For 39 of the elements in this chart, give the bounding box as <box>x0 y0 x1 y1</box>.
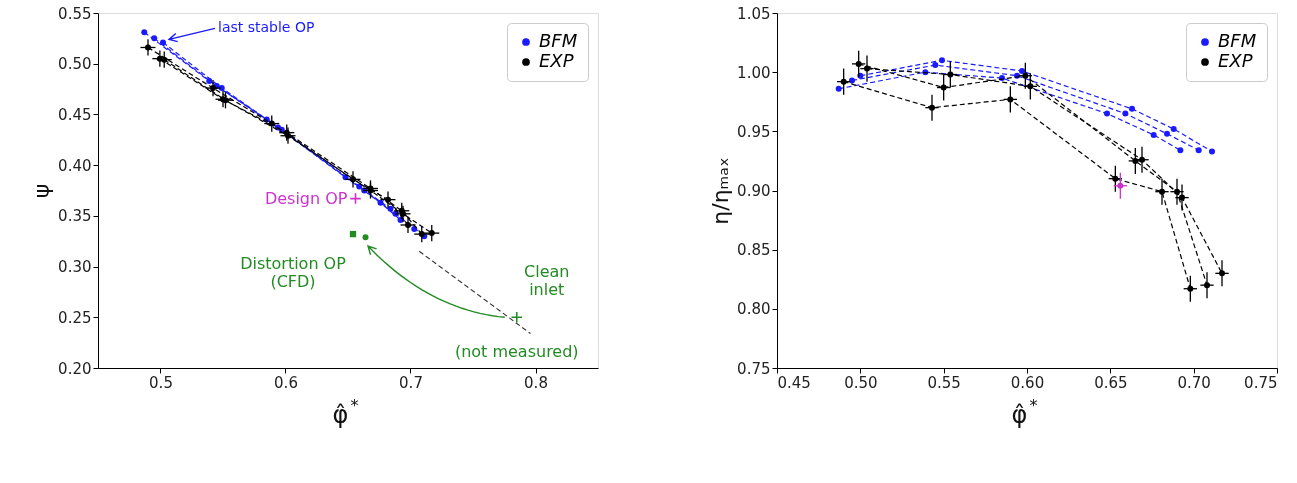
x-tick-label: 0.45 <box>777 373 811 392</box>
y-tick-label: 0.45 <box>58 105 92 124</box>
y-tick-label: 0.80 <box>737 300 771 319</box>
legend-label: BFM <box>1218 30 1257 51</box>
y-axis-title: η/ηₘₐₓ <box>708 157 734 225</box>
y-tick-label: 0.55 <box>58 4 92 23</box>
y-tick-label: 0.75 <box>737 359 771 378</box>
legend-label: BFM <box>539 30 578 51</box>
y-tick-label: 0.50 <box>58 55 92 74</box>
annotation: (not measured) <box>454 342 579 362</box>
annotation: Distortion OP (CFD) <box>240 254 347 292</box>
annotation: Clean inlet <box>524 262 570 300</box>
x-tick-label: 0.5 <box>149 373 173 392</box>
x-axis-title: φ̂* <box>332 396 359 429</box>
y-tick-label: 0.95 <box>737 122 771 141</box>
y-tick-label: 0.90 <box>737 182 771 200</box>
x-tick-label: 0.75 <box>1244 373 1278 392</box>
legend-label: EXP <box>539 50 574 71</box>
legend-label: EXP <box>1218 50 1253 71</box>
x-tick-label: 0.55 <box>927 373 961 392</box>
y-tick-label: 1.05 <box>737 4 771 23</box>
y-axis-title: ψ <box>29 183 55 199</box>
y-tick-label: 0.20 <box>58 359 92 378</box>
x-tick-label: 0.8 <box>524 373 548 392</box>
x-tick-label: 0.70 <box>1177 373 1211 392</box>
annotation: last stable OP <box>218 19 315 36</box>
y-tick-label: 0.25 <box>58 308 92 327</box>
y-tick-label: 0.85 <box>737 241 771 260</box>
x-axis-title: φ̂* <box>1011 396 1038 429</box>
y-tick-label: 0.30 <box>58 258 92 277</box>
x-tick-label: 0.7 <box>399 373 423 392</box>
y-tick-label: 0.40 <box>58 156 92 175</box>
x-tick-label: 0.50 <box>844 373 878 392</box>
x-tick-label: 0.65 <box>1094 373 1128 392</box>
y-tick-label: 0.35 <box>58 207 92 226</box>
x-tick-label: 0.60 <box>1010 373 1045 392</box>
x-tick-label: 0.6 <box>274 373 298 392</box>
y-tick-label: 1.00 <box>737 63 771 82</box>
annotation: Design OP <box>264 188 348 208</box>
